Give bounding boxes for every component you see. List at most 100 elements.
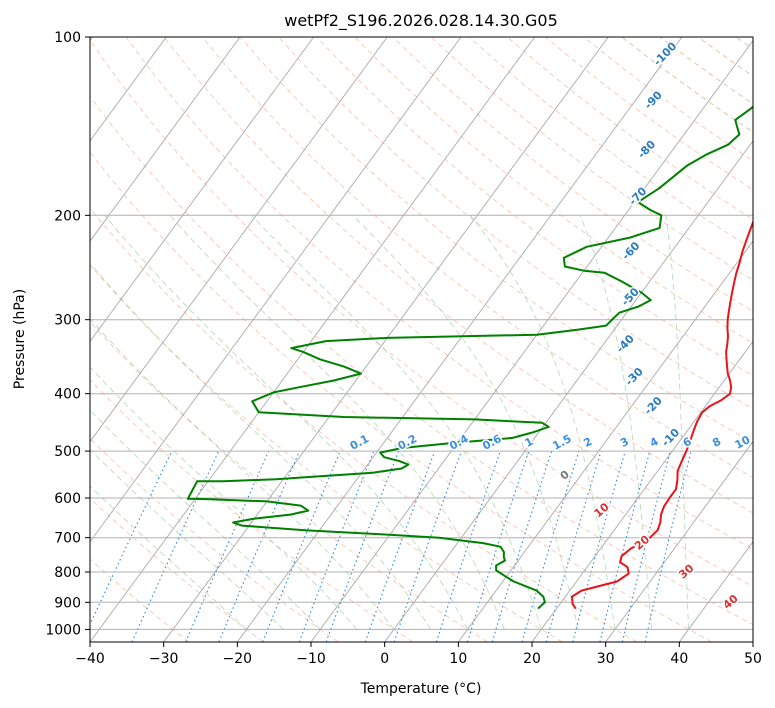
dry-adiabat — [90, 151, 712, 642]
mixing-ratio-label: 2 — [581, 435, 594, 450]
x-tick-label: −30 — [149, 651, 179, 667]
isotherm-label: -100 — [651, 39, 680, 68]
dry-adiabat — [90, 207, 638, 642]
x-tick-label: 10 — [449, 651, 467, 667]
isotherm — [752, 641, 753, 642]
x-tick-label: −20 — [223, 651, 253, 667]
mixing-ratio-label: 0.1 — [348, 432, 371, 453]
background-grid — [90, 37, 753, 642]
y-tick-label: 900 — [54, 595, 81, 611]
dry-adiabat — [90, 437, 339, 642]
isotherm — [90, 37, 536, 642]
mixing-ratio-line — [364, 450, 436, 642]
dry-adiabat — [239, 37, 753, 444]
dewpoint-profile-line — [186, 105, 753, 609]
mixing-ratio-line — [466, 450, 530, 642]
moist-adiabat-label: 40 — [721, 592, 741, 612]
dry-adiabat — [90, 39, 753, 587]
y-tick-label: 200 — [54, 208, 81, 224]
isotherm — [90, 37, 241, 242]
mixing-ratio-label: 10 — [733, 433, 753, 452]
mixing-ratio-label: 4 — [648, 435, 661, 450]
mixing-ratio-line — [435, 450, 501, 642]
moist-adiabat — [90, 262, 432, 630]
mixing-ratio-label: 0.2 — [396, 432, 419, 453]
series-layer — [186, 105, 753, 609]
mixing-ratio-line — [131, 450, 220, 642]
mixing-ratio-label: 13 — [762, 433, 775, 452]
x-axis-label: Temperature (°C) — [360, 681, 482, 697]
y-tick-label: 400 — [54, 387, 81, 403]
mixing-ratio-label: 1 — [523, 435, 536, 450]
dry-adiabat — [90, 321, 488, 642]
mixing-ratio-line — [298, 450, 375, 642]
dry-adiabat — [735, 37, 753, 50]
isotherm — [384, 140, 753, 642]
moist-adiabat — [104, 215, 468, 630]
dry-adiabat — [621, 37, 753, 133]
isotherm-label: -90 — [642, 88, 665, 112]
moist-adiabat — [169, 214, 505, 630]
isotherm — [531, 340, 753, 642]
mixing-ratio-line — [545, 450, 602, 642]
mixing-ratio-label: 8 — [710, 435, 723, 450]
mixing-ratio-line — [90, 450, 173, 626]
mixing-ratio-line — [325, 450, 400, 642]
isotherm — [310, 39, 753, 642]
x-tick-label: −40 — [75, 651, 105, 667]
moist-adiabat — [90, 485, 247, 630]
moist-adiabat — [250, 214, 542, 630]
isotherm — [236, 37, 683, 642]
x-tick-label: 0 — [380, 651, 389, 667]
y-tick-label: 700 — [54, 531, 81, 547]
isotherm — [457, 240, 753, 642]
x-tick-label: 50 — [744, 651, 762, 667]
x-tick-label: 20 — [523, 651, 541, 667]
y-tick-label: 100 — [54, 30, 81, 46]
moist-adiabat — [90, 448, 284, 630]
moist-adiabat-label: 30 — [676, 561, 696, 581]
y-tick-label: 500 — [54, 444, 81, 460]
isotherm — [90, 37, 315, 343]
chart-title: wetPf2_S196.2026.028.14.30.G05 — [284, 11, 558, 31]
temperature-profile-line — [571, 219, 753, 609]
dry-adiabat — [354, 37, 753, 344]
axes: −40 −30 −20 −10 0 10 20 30 40 50 100 200 300 400 500 60… — [45, 30, 762, 667]
y-tick-label: 800 — [54, 565, 81, 581]
dry-adiabat — [90, 558, 190, 642]
dry-adiabat — [90, 379, 414, 642]
y-tick-label: 300 — [54, 313, 81, 329]
mixing-ratio-line — [572, 450, 626, 642]
isotherm — [605, 440, 753, 642]
dry-adiabat — [90, 95, 753, 626]
mixing-ratio-label: 0.4 — [447, 432, 471, 453]
moist-adiabat-label: 10 — [592, 500, 612, 520]
mixing-ratio-line — [491, 450, 553, 642]
isotherm-label: -50 — [619, 285, 642, 309]
x-tick-label: 30 — [597, 651, 615, 667]
isotherm — [163, 37, 609, 642]
moist-adiabat — [90, 409, 321, 630]
dry-adiabat — [430, 37, 753, 281]
moist-adiabat — [352, 214, 579, 630]
x-tick-label: −10 — [296, 651, 326, 667]
dry-adiabat — [545, 37, 753, 191]
dry-adiabat — [163, 37, 753, 514]
y-axis-label: Pressure (hPa) — [12, 289, 28, 389]
plot-frame — [89, 36, 754, 643]
mixing-ratio-label: 0.6 — [480, 432, 504, 453]
dry-adiabat — [392, 37, 753, 312]
y-tick-label: 600 — [54, 491, 81, 507]
dry-adiabat — [316, 37, 753, 377]
dry-adiabat — [90, 497, 264, 642]
isotherm-label: -70 — [626, 184, 649, 208]
mixing-ratio-label: 3 — [618, 435, 631, 450]
dry-adiabat — [125, 37, 753, 550]
isotherm — [90, 37, 167, 142]
isotherm-label: -30 — [623, 365, 646, 389]
mixing-ratio-line — [644, 450, 692, 642]
mixing-ratio-line — [393, 450, 463, 642]
y-tick-label: 1000 — [45, 622, 81, 638]
mixing-ratio-label: 1.5 — [550, 432, 573, 453]
